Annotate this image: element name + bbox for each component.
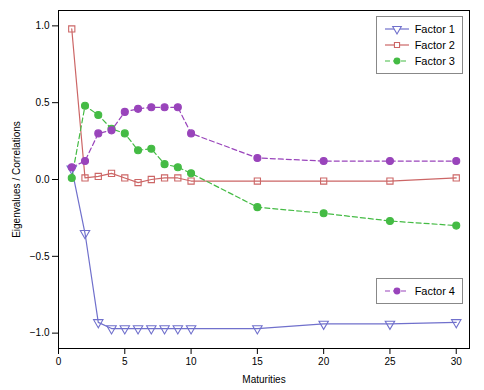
svg-text:10: 10	[186, 356, 198, 367]
svg-text:30: 30	[451, 356, 463, 367]
svg-text:5: 5	[122, 356, 128, 367]
html-text:Factor 1: Factor 1	[414, 23, 455, 35]
svg-text:1.0: 1.0	[36, 20, 50, 31]
html-text:Factor 3: Factor 3	[414, 55, 455, 67]
svg-text:−0.5: −0.5	[30, 251, 50, 262]
svg-text:20: 20	[318, 356, 330, 367]
svg-text:Eigenvalues / Correlations: Eigenvalues / Correlations	[11, 121, 22, 238]
html-text:Factor 4: Factor 4	[414, 285, 455, 297]
svg-text:0: 0	[56, 356, 62, 367]
svg-text:0.0: 0.0	[36, 174, 50, 185]
svg-text:0.5: 0.5	[36, 97, 50, 108]
svg-text:15: 15	[252, 356, 264, 367]
svg-text:Maturities: Maturities	[242, 374, 285, 385]
svg-text:−1.0: −1.0	[30, 327, 50, 338]
html-text:Factor 2: Factor 2	[414, 39, 455, 51]
svg-text:25: 25	[384, 356, 396, 367]
